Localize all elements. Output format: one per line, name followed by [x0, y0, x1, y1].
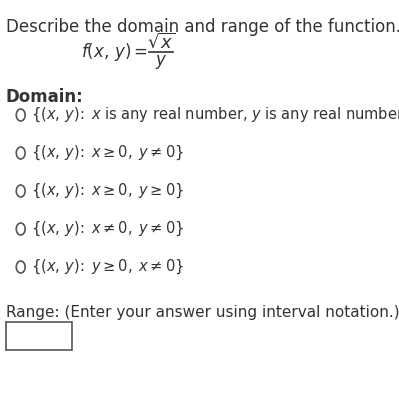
Text: $\{(x,\, y)\!:\; x$ is any real number, $y$ is any real number$\}$: $\{(x,\, y)\!:\; x$ is any real number, …	[31, 106, 399, 124]
Text: $\{(x,\, y)\!:\; x \neq 0,\; y \neq 0\}$: $\{(x,\, y)\!:\; x \neq 0,\; y \neq 0\}$	[31, 220, 184, 238]
Text: Domain:: Domain:	[6, 88, 84, 106]
Bar	[6, 322, 72, 350]
Text: $\{(x,\, y)\!:\; y \geq 0,\; x \neq 0\}$: $\{(x,\, y)\!:\; y \geq 0,\; x \neq 0\}$	[31, 258, 184, 276]
Text: Range: (Enter your answer using interval notation.): Range: (Enter your answer using interval…	[6, 305, 399, 320]
Text: $\sqrt{x}$: $\sqrt{x}$	[147, 32, 176, 51]
Text: $\{(x,\, y)\!:\; x \geq 0,\; y \geq 0\}$: $\{(x,\, y)\!:\; x \geq 0,\; y \geq 0\}$	[31, 182, 184, 200]
Text: Describe the domain and range of the function.: Describe the domain and range of the fun…	[6, 18, 399, 36]
Text: $f(x,\, y) =$: $f(x,\, y) =$	[81, 41, 148, 63]
Text: $\{(x,\, y)\!:\; x \geq 0,\; y \neq 0\}$: $\{(x,\, y)\!:\; x \geq 0,\; y \neq 0\}$	[31, 144, 184, 162]
Text: $y$: $y$	[155, 53, 167, 71]
